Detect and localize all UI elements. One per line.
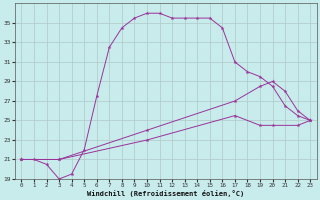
X-axis label: Windchill (Refroidissement éolien,°C): Windchill (Refroidissement éolien,°C) [87, 190, 244, 197]
